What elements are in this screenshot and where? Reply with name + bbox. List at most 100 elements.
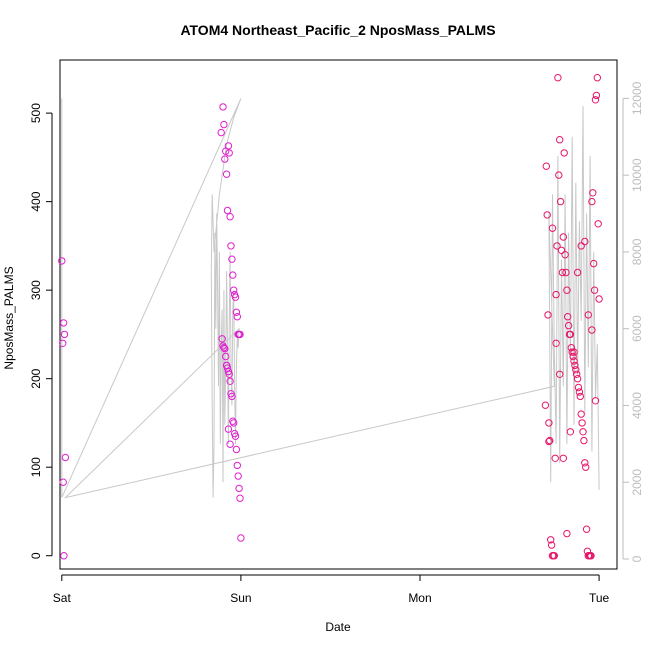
points-layer bbox=[58, 74, 603, 560]
data-point bbox=[556, 197, 565, 206]
data-point bbox=[575, 388, 584, 396]
data-point bbox=[547, 536, 555, 544]
x-tick-label: Sun bbox=[230, 591, 251, 605]
data-point bbox=[591, 96, 600, 104]
y2-tick-label: 6000 bbox=[630, 315, 644, 342]
data-point bbox=[60, 552, 68, 560]
data-point bbox=[581, 237, 589, 246]
y-tick-label: 300 bbox=[29, 280, 43, 300]
data-point bbox=[222, 170, 231, 178]
y-tick-label: 100 bbox=[29, 457, 43, 477]
data-point bbox=[229, 271, 237, 279]
data-point bbox=[555, 171, 563, 179]
x-tick-label: Mon bbox=[408, 591, 431, 605]
data-point bbox=[548, 224, 557, 232]
data-point bbox=[227, 242, 235, 250]
data-point bbox=[559, 454, 567, 462]
data-point bbox=[220, 120, 228, 129]
data-point bbox=[561, 251, 569, 259]
data-point bbox=[563, 529, 571, 538]
axes-layer: Sat Sun Mon Tue 0 100 200 300 400 500 0 2000 4000 600… bbox=[29, 81, 644, 605]
data-point bbox=[546, 436, 554, 445]
data-point bbox=[591, 397, 600, 405]
data-point bbox=[569, 352, 577, 361]
data-point bbox=[236, 494, 244, 502]
data-point bbox=[564, 321, 573, 330]
data-point bbox=[543, 211, 551, 219]
x-tick-label: Sat bbox=[53, 591, 72, 605]
y-axis-label: NposMass_PALMS bbox=[2, 266, 16, 369]
data-point bbox=[578, 419, 586, 427]
data-point bbox=[230, 286, 238, 294]
data-point bbox=[226, 377, 234, 385]
data-point bbox=[557, 246, 566, 255]
x-axis-label: Date bbox=[325, 620, 351, 634]
data-point bbox=[577, 242, 585, 250]
data-point bbox=[558, 268, 567, 277]
data-point bbox=[233, 461, 242, 470]
data-point bbox=[545, 437, 553, 446]
y-tick-label: 500 bbox=[29, 103, 43, 123]
data-point bbox=[588, 197, 596, 206]
data-point bbox=[552, 339, 560, 347]
data-point bbox=[233, 313, 242, 321]
data-point bbox=[570, 357, 578, 365]
data-point bbox=[231, 432, 240, 440]
data-point bbox=[547, 541, 556, 549]
data-point bbox=[224, 142, 233, 150]
data-point bbox=[594, 220, 602, 228]
y-tick-label: 0 bbox=[29, 552, 43, 559]
data-point bbox=[223, 206, 232, 215]
data-point bbox=[221, 155, 229, 163]
data-point bbox=[556, 370, 564, 378]
data-point bbox=[232, 445, 241, 454]
y2-tick-label: 8000 bbox=[630, 238, 644, 265]
data-point bbox=[550, 552, 558, 560]
data-point bbox=[551, 454, 559, 462]
data-point bbox=[226, 213, 234, 221]
data-point bbox=[593, 74, 601, 82]
data-point bbox=[541, 401, 550, 409]
data-point bbox=[573, 375, 582, 383]
data-point bbox=[236, 330, 244, 339]
data-point bbox=[234, 472, 242, 480]
data-point bbox=[577, 410, 585, 418]
x-tick-label: Tue bbox=[589, 591, 610, 605]
data-point bbox=[576, 392, 584, 401]
data-point bbox=[225, 149, 233, 157]
data-point bbox=[222, 352, 230, 361]
data-point bbox=[595, 295, 603, 303]
data-point bbox=[542, 162, 550, 170]
data-point bbox=[232, 308, 241, 316]
data-point bbox=[228, 392, 236, 401]
data-point bbox=[563, 286, 571, 294]
data-point bbox=[230, 419, 238, 427]
data-point bbox=[220, 344, 228, 352]
data-point bbox=[571, 361, 579, 370]
data-point bbox=[60, 330, 69, 339]
y2-tick-label: 4000 bbox=[630, 392, 644, 419]
data-point bbox=[225, 370, 233, 378]
y2-tick-label: 10000 bbox=[630, 158, 644, 192]
y-tick-label: 200 bbox=[29, 368, 43, 388]
data-point bbox=[582, 525, 591, 533]
data-point bbox=[221, 344, 229, 353]
data-point bbox=[572, 366, 580, 374]
data-point bbox=[222, 361, 231, 370]
data-point bbox=[235, 484, 243, 493]
data-point bbox=[588, 326, 596, 334]
data-point bbox=[564, 313, 572, 321]
data-point bbox=[544, 311, 552, 319]
data-point bbox=[219, 103, 227, 111]
data-point bbox=[226, 440, 234, 448]
data-point bbox=[545, 419, 553, 427]
data-point bbox=[581, 459, 589, 467]
data-point bbox=[556, 136, 564, 144]
data-point bbox=[237, 534, 245, 542]
y-tick-label: 400 bbox=[29, 191, 43, 211]
y2-tick-label: 12000 bbox=[630, 81, 644, 115]
data-point bbox=[231, 293, 240, 301]
data-point bbox=[582, 463, 590, 471]
